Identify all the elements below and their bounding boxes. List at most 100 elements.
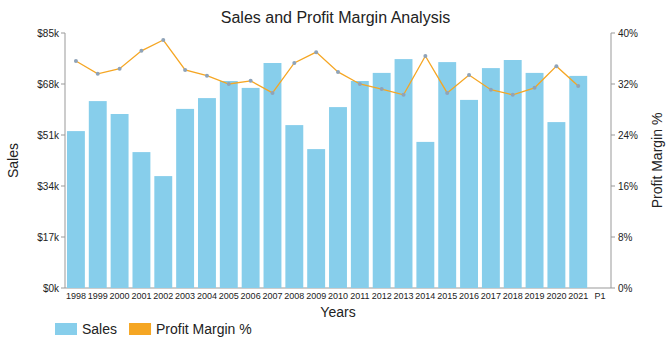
marker	[205, 74, 209, 78]
bar	[220, 81, 238, 288]
marker	[445, 91, 449, 95]
marker	[358, 82, 362, 86]
legend-swatch	[55, 323, 77, 335]
x-tick-label: 1998	[66, 291, 86, 301]
marker	[576, 84, 580, 88]
marker	[489, 88, 493, 92]
x-tick-label: 2012	[372, 291, 392, 301]
bar	[373, 73, 391, 288]
marker	[270, 91, 274, 95]
marker	[554, 64, 558, 68]
x-tick-label: 2008	[284, 291, 304, 301]
x-tick-label: 2015	[437, 291, 457, 301]
legend-swatch	[129, 323, 151, 335]
bar	[504, 60, 522, 288]
bar	[329, 107, 347, 288]
marker	[161, 38, 165, 42]
marker	[227, 82, 231, 86]
x-tick-label: 2018	[503, 291, 523, 301]
marker	[402, 93, 406, 97]
marker	[336, 70, 340, 74]
y2-tick	[611, 84, 615, 85]
marker	[380, 87, 384, 91]
x-tick-label: 1999	[88, 291, 108, 301]
marker	[423, 54, 427, 58]
marker	[139, 49, 143, 53]
x-tick-label: 2013	[394, 291, 414, 301]
y2-tick-label: 40%	[618, 28, 638, 39]
bar	[438, 62, 456, 288]
y-tick	[61, 135, 65, 136]
bar	[198, 98, 216, 288]
y2-tick	[611, 33, 615, 34]
bar	[416, 142, 434, 288]
x-tick-label: 2002	[153, 291, 173, 301]
y-axis-title: Sales	[5, 143, 21, 178]
x-tick-label: 2004	[197, 291, 217, 301]
y-tick-label: $0k	[43, 283, 60, 294]
y-tick	[61, 288, 65, 289]
marker	[96, 72, 100, 76]
x-tick-label: 2000	[110, 291, 130, 301]
y2-axis-title: Profit Margin %	[649, 113, 665, 209]
x-tick-label: 2009	[306, 291, 326, 301]
bar	[154, 176, 172, 288]
x-tick-label: P1	[595, 291, 606, 301]
x-tick-label: 2007	[262, 291, 282, 301]
bar	[482, 68, 500, 288]
bar	[242, 88, 260, 288]
bar	[307, 149, 325, 288]
marker	[292, 61, 296, 65]
x-tick-label: 2021	[568, 291, 588, 301]
x-tick-label: 2001	[131, 291, 151, 301]
y-tick-label: $51k	[37, 130, 60, 141]
legend-label: Profit Margin %	[156, 321, 252, 337]
x-tick-label: 2005	[219, 291, 239, 301]
x-tick-label: 2010	[328, 291, 348, 301]
marker	[467, 73, 471, 77]
y2-tick	[611, 186, 615, 187]
plot-area	[67, 38, 587, 288]
marker	[183, 68, 187, 72]
bar	[89, 101, 107, 288]
y-tick-label: $17k	[37, 232, 60, 243]
bar	[176, 109, 194, 288]
legend: Sales Profit Margin %	[55, 321, 252, 337]
marker	[314, 50, 318, 54]
bar	[132, 152, 150, 288]
marker	[118, 67, 122, 71]
y-axis-line	[65, 33, 66, 288]
x-tick-label: 2020	[546, 291, 566, 301]
y2-tick-label: 32%	[618, 79, 638, 90]
legend-label: Sales	[82, 321, 117, 337]
bar	[264, 63, 282, 288]
x-tick-label: 2006	[241, 291, 261, 301]
y-tick	[61, 237, 65, 238]
y2-tick	[611, 288, 615, 289]
title: Sales and Profit Margin Analysis	[221, 9, 450, 26]
bar	[526, 73, 544, 288]
y-tick	[61, 84, 65, 85]
y2-tick	[611, 237, 615, 238]
marker	[74, 59, 78, 63]
x-tick-label: 2003	[175, 291, 195, 301]
marker	[511, 93, 515, 97]
y-tick-label: $68k	[37, 79, 60, 90]
bar	[285, 125, 303, 288]
x-tick-label: 2019	[525, 291, 545, 301]
x-tick-label: 2011	[350, 291, 369, 301]
y-tick	[61, 186, 65, 187]
line	[76, 40, 578, 95]
y2-axis-line	[611, 33, 612, 288]
x-tick-label: 2016	[459, 291, 479, 301]
y2-tick	[611, 135, 615, 136]
x-tick-label: 2017	[481, 291, 501, 301]
bar	[67, 131, 85, 288]
marker	[533, 86, 537, 90]
y-tick-label: $34k	[37, 181, 60, 192]
bar	[351, 81, 369, 288]
y-tick	[61, 33, 65, 34]
chart: Sales and Profit Margin Analysis $0k $17k $…	[0, 0, 671, 344]
bar	[569, 76, 587, 288]
marker	[249, 79, 253, 83]
